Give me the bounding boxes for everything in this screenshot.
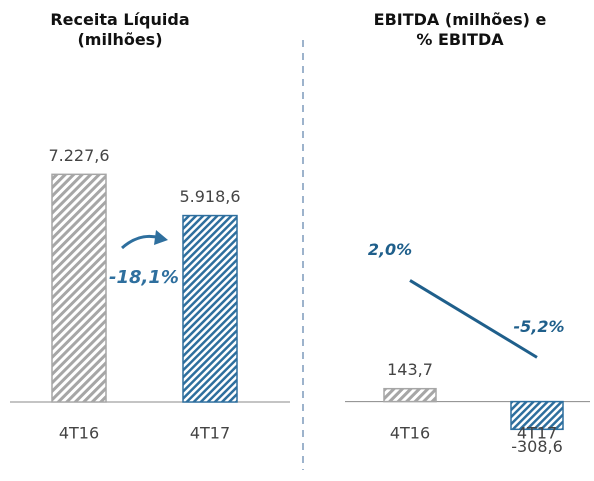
- data-label: 5.918,6: [179, 187, 240, 206]
- arrow: [121, 234, 161, 250]
- data-label: 2,0%: [368, 240, 412, 259]
- x-tick-label: 4T17: [190, 424, 230, 443]
- data-label: -308,6: [511, 437, 563, 456]
- data-label: -5,2%: [513, 317, 564, 336]
- x-tick-label: 4T16: [390, 424, 430, 443]
- line: [409, 279, 538, 359]
- data-label: 143,7: [387, 360, 433, 379]
- bar: [510, 400, 564, 431]
- chart-title: EBITDA (milhões) e % EBITDA: [373, 10, 547, 49]
- arrow-head: [154, 230, 168, 245]
- x-tick-label: 4T17: [517, 424, 557, 443]
- bar: [51, 173, 107, 403]
- data-label: 7.227,6: [48, 146, 109, 165]
- chart-title: Receita Líquida (milhões): [50, 10, 190, 49]
- annotation: -18,1%: [109, 267, 179, 288]
- x-tick-label: 4T16: [59, 424, 99, 443]
- bar: [182, 214, 238, 403]
- bar: [383, 387, 437, 403]
